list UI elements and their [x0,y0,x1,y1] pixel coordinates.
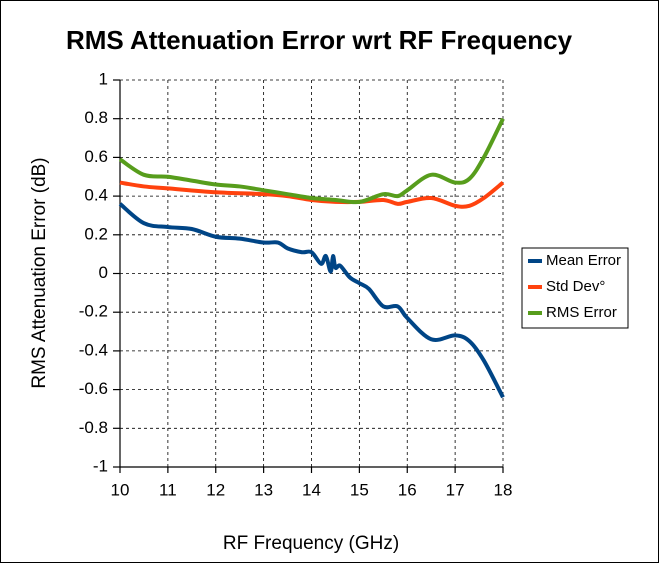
y-tick-label: -0.8 [79,418,108,437]
legend-label: Std Dev° [546,278,605,295]
y-tick-label: -1 [93,456,108,475]
x-tick-label: 16 [398,480,417,499]
x-tick-label: 12 [206,480,225,499]
y-tick-label: 0.6 [84,147,108,166]
y-tick-label: 0.8 [84,108,108,127]
legend-label: Mean Error [546,252,621,269]
y-tick-label: 0 [99,263,108,282]
x-tick-label: 18 [494,480,513,499]
y-tick-label: -0.4 [79,340,108,359]
legend-label: RMS Error [546,304,617,321]
x-tick-label: 17 [446,480,465,499]
chart-title: RMS Attenuation Error wrt RF Frequency [66,25,573,55]
y-tick-label: 0.4 [84,186,108,205]
series-line [118,202,505,399]
y-tick-label: -0.6 [79,379,108,398]
y-tick-label: -0.2 [79,302,108,321]
x-tick-label: 14 [302,480,321,499]
x-axis-label: RF Frequency (GHz) [223,533,399,554]
series-line [118,117,505,205]
x-tick-label: 13 [254,480,273,499]
x-tick-label: 10 [111,480,130,499]
y-tick-label: 0.2 [84,224,108,243]
x-tick-label: 11 [159,480,177,499]
x-tick-label: 15 [350,480,369,499]
y-axis-label: RMS Attenuation Error (dB) [29,157,50,388]
y-tick-label: 1 [99,69,108,88]
